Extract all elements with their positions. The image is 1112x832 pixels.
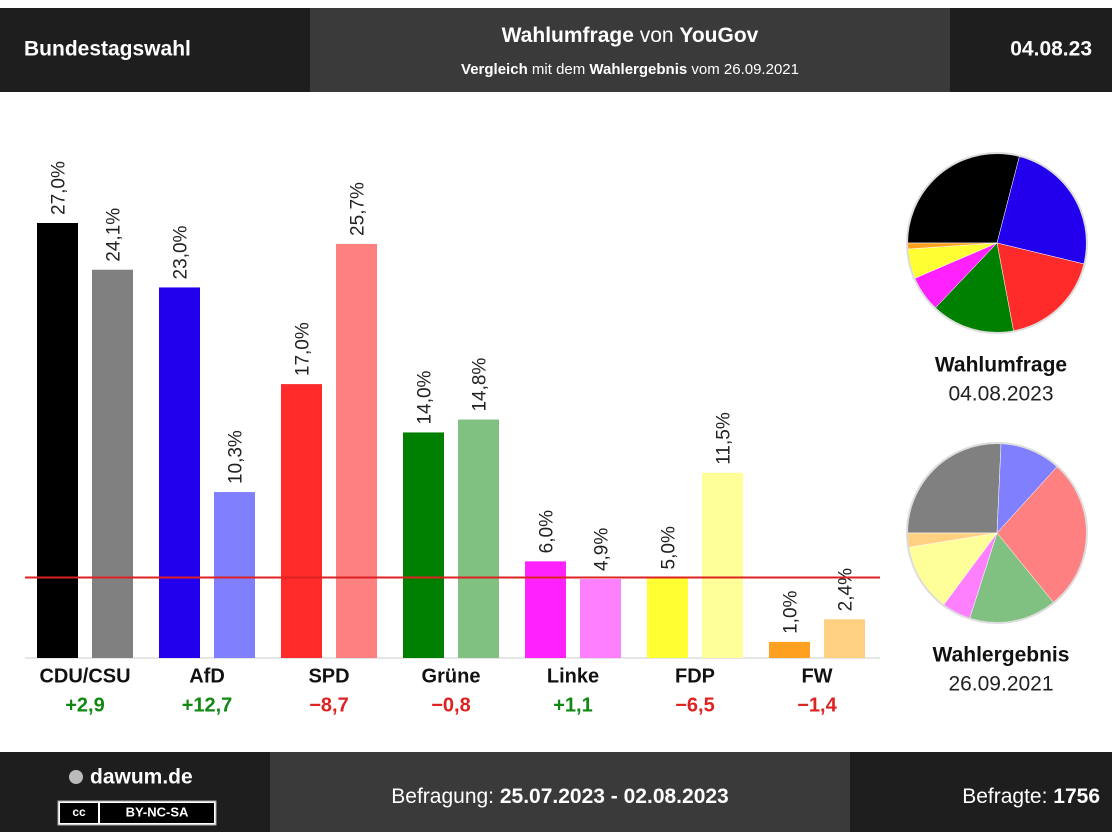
title-part: Wahlumfrage — [502, 24, 634, 47]
footer-center — [270, 752, 850, 832]
pie-wedge — [906, 442, 1002, 534]
footer-respondents: Befragte: 1756 — [962, 785, 1100, 808]
title-part: YouGov — [679, 24, 758, 47]
pie-date: 26.09.2021 — [948, 673, 1053, 696]
logo-icon — [69, 770, 83, 784]
category-label: FW — [801, 665, 832, 687]
pie-title: Wahlergebnis — [933, 644, 1070, 667]
bar — [159, 287, 200, 658]
difference-label: +2,9 — [65, 694, 104, 716]
difference-label: −1,4 — [797, 694, 837, 716]
bar — [281, 384, 322, 658]
value-label: 4,9% — [592, 528, 613, 571]
subtitle-part: vom 26.09.2021 — [687, 61, 799, 78]
license: BY-NC-SA — [126, 804, 189, 819]
respondents-label: Befragte: — [962, 785, 1053, 808]
bar — [525, 561, 566, 658]
value-label: 6,0% — [537, 510, 558, 553]
category-label: SPD — [308, 665, 349, 687]
value-label: 10,3% — [226, 430, 247, 484]
cc-mark: cc — [72, 805, 86, 819]
bar — [769, 641, 810, 658]
period-label: Befragung: — [391, 785, 500, 808]
subtitle-part: Wahlergebnis — [589, 61, 687, 78]
pie-title: Wahlumfrage — [935, 354, 1067, 377]
bar — [336, 243, 377, 658]
value-label: 17,0% — [293, 322, 314, 376]
bar — [92, 269, 133, 658]
value-label: 23,0% — [171, 225, 192, 279]
pie-outline — [906, 152, 1088, 334]
subtitle-part: mit dem — [528, 61, 590, 78]
difference-label: −0,8 — [431, 694, 470, 716]
period: 25.07.2023 - 02.08.2023 — [500, 785, 729, 808]
bar — [702, 472, 743, 658]
title-part: von — [634, 24, 680, 47]
category-label: Linke — [547, 665, 599, 687]
value-label: 24,1% — [104, 208, 125, 262]
respondents: 1756 — [1053, 785, 1100, 808]
header-left: Bundestagswahl — [24, 38, 191, 61]
bar — [580, 579, 621, 658]
category-label: CDU/CSU — [39, 665, 130, 687]
value-label: 2,4% — [836, 568, 857, 611]
subtitle-part: Vergleich — [461, 61, 528, 78]
pie-date: 04.08.2023 — [948, 383, 1053, 406]
footer-site: dawum.de — [90, 766, 193, 789]
difference-label: +1,1 — [553, 694, 592, 716]
header-subtitle: Vergleich mit dem Wahlergebnis vom 26.09… — [461, 61, 799, 78]
bar — [647, 577, 688, 658]
value-label: 5,0% — [659, 526, 680, 569]
value-label: 11,5% — [714, 412, 735, 465]
header-right: 04.08.23 — [1010, 38, 1092, 61]
header-title: Wahlumfrage von YouGov — [502, 24, 759, 47]
bar — [824, 619, 865, 658]
category-label: AfD — [189, 665, 225, 687]
bar — [458, 419, 499, 658]
category-label: FDP — [675, 665, 715, 687]
value-label: 27,0% — [49, 161, 70, 215]
difference-label: +12,7 — [182, 694, 233, 716]
value-label: 14,8% — [470, 358, 491, 412]
bar — [37, 223, 78, 658]
bar — [403, 432, 444, 658]
footer-period: Befragung: 25.07.2023 - 02.08.2023 — [391, 785, 728, 808]
value-label: 1,0% — [781, 590, 802, 633]
value-label: 14,0% — [415, 370, 436, 424]
category-label: Grüne — [422, 665, 481, 687]
header-center — [310, 8, 950, 92]
bar — [214, 492, 255, 658]
pie-outline — [906, 442, 1088, 624]
cc-icon — [60, 803, 98, 823]
value-label: 25,7% — [348, 182, 369, 236]
difference-label: −6,5 — [675, 694, 714, 716]
license-bg — [100, 803, 214, 823]
difference-label: −8,7 — [309, 694, 348, 716]
